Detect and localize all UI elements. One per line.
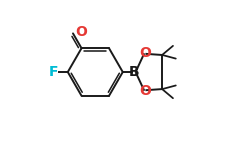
Text: O: O — [139, 84, 151, 98]
Text: F: F — [48, 65, 58, 79]
Text: B: B — [128, 65, 139, 79]
Text: O: O — [139, 46, 151, 60]
Text: O: O — [75, 25, 87, 39]
